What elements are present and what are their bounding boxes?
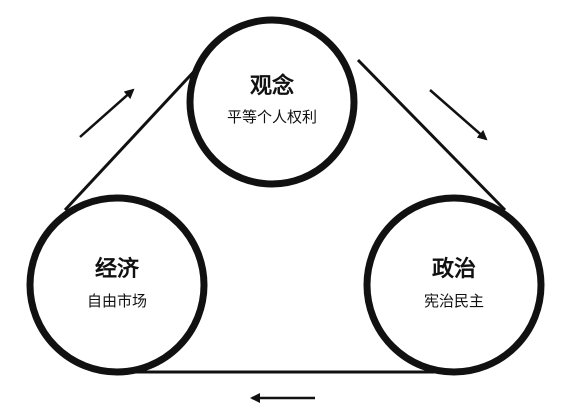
node-top-subtitle: 平等个人权利 — [227, 108, 317, 126]
node-right-subtitle: 宪治民主 — [424, 292, 484, 310]
node-top: 观念 平等个人权利 — [186, 16, 358, 188]
connector-line-right — [356, 58, 507, 212]
node-right-title: 政治 — [432, 256, 476, 282]
node-top-title: 观念 — [250, 73, 294, 99]
node-left-title: 经济 — [95, 256, 140, 282]
node-left-subtitle: 自由市场 — [87, 292, 147, 310]
connector-line-left — [63, 63, 202, 212]
node-right-circle — [363, 194, 545, 376]
node-top-circle — [186, 16, 358, 188]
node-right: 政治 宪治民主 — [363, 194, 545, 376]
node-left-circle — [26, 194, 208, 376]
arrow-right-side-icon — [429, 89, 488, 141]
node-left: 经济 自由市场 — [26, 194, 208, 376]
arrow-left-side-icon — [79, 88, 135, 138]
